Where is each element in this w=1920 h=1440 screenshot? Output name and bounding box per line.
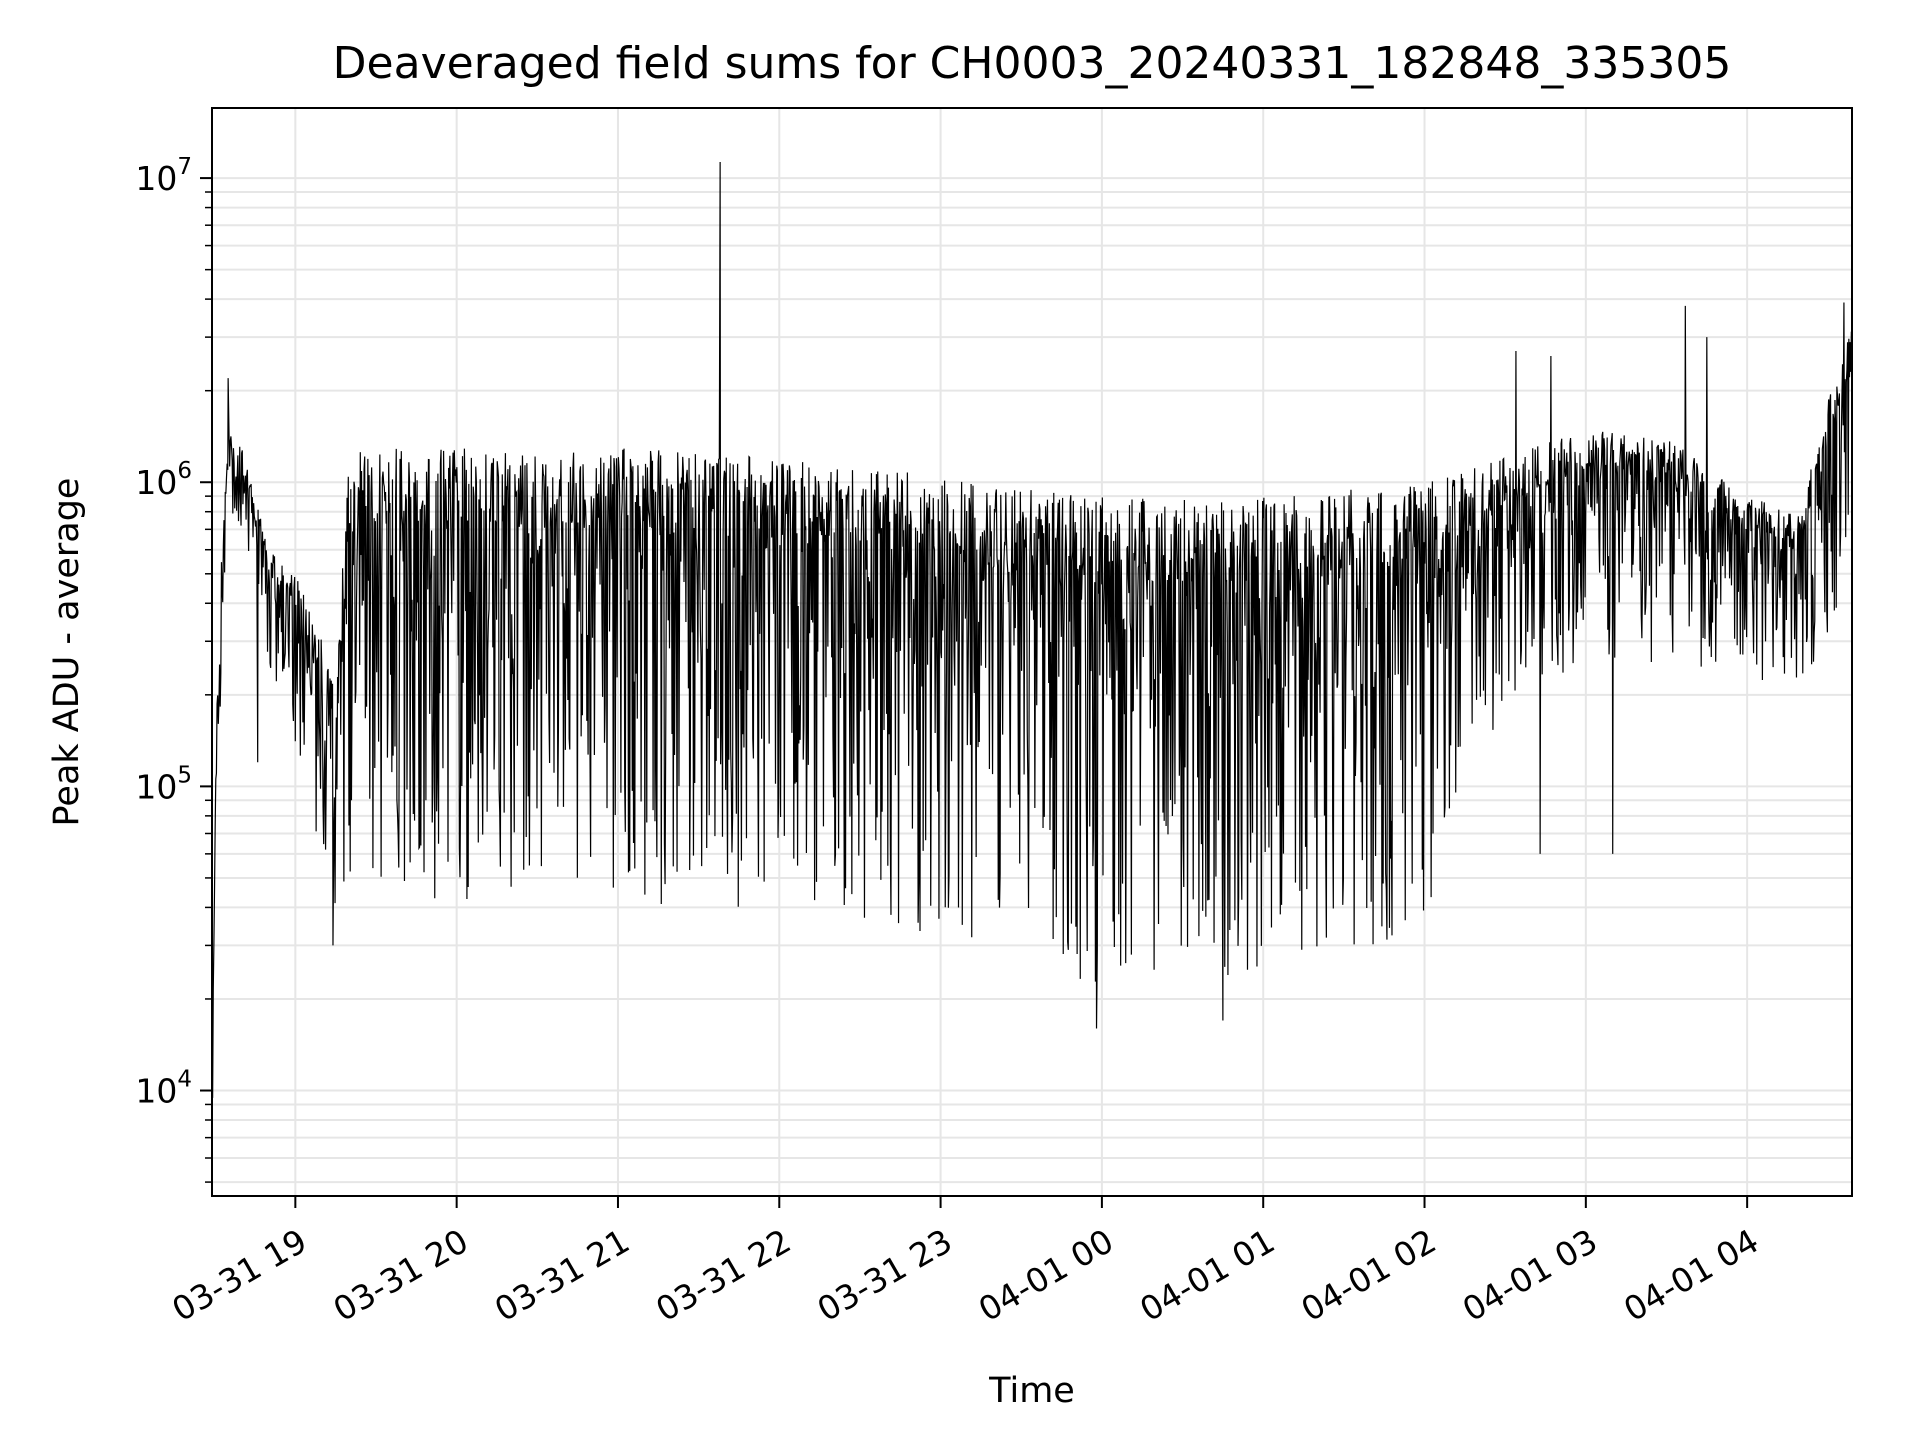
series-line [212, 161, 1852, 1098]
x-axis-label: Time [988, 1371, 1075, 1411]
x-tick-label: 03-31 19 [165, 1221, 313, 1329]
chart-title: Deaveraged field sums for CH0003_2024033… [333, 38, 1732, 89]
y-tick-label: 105 [135, 762, 192, 806]
y-tick-label: 107 [135, 154, 192, 198]
x-tick-label: 03-31 22 [649, 1221, 797, 1329]
x-tick-label: 04-01 03 [1456, 1221, 1604, 1329]
x-tick-label: 04-01 01 [1133, 1221, 1281, 1329]
x-tick-label: 04-01 00 [972, 1221, 1120, 1329]
series-peak-adu [212, 161, 1852, 1098]
x-tick-label: 04-01 04 [1617, 1221, 1765, 1329]
y-tick-label: 104 [135, 1067, 192, 1111]
y-axis-label: Peak ADU - average [47, 478, 87, 827]
y-tick-label: 106 [135, 458, 192, 502]
x-axis: 03-31 19 03-31 20 03-31 21 03-31 22 03-31 23… [165, 1196, 1765, 1329]
y-axis: 104 105 106 107 [135, 154, 212, 1183]
x-tick-label: 03-31 21 [488, 1221, 636, 1329]
x-tick-label: 04-01 02 [1295, 1221, 1443, 1329]
x-tick-label: 03-31 20 [327, 1221, 475, 1329]
grid [212, 108, 1852, 1196]
x-tick-label: 03-31 23 [811, 1221, 959, 1329]
plot-frame [211, 107, 1853, 1197]
